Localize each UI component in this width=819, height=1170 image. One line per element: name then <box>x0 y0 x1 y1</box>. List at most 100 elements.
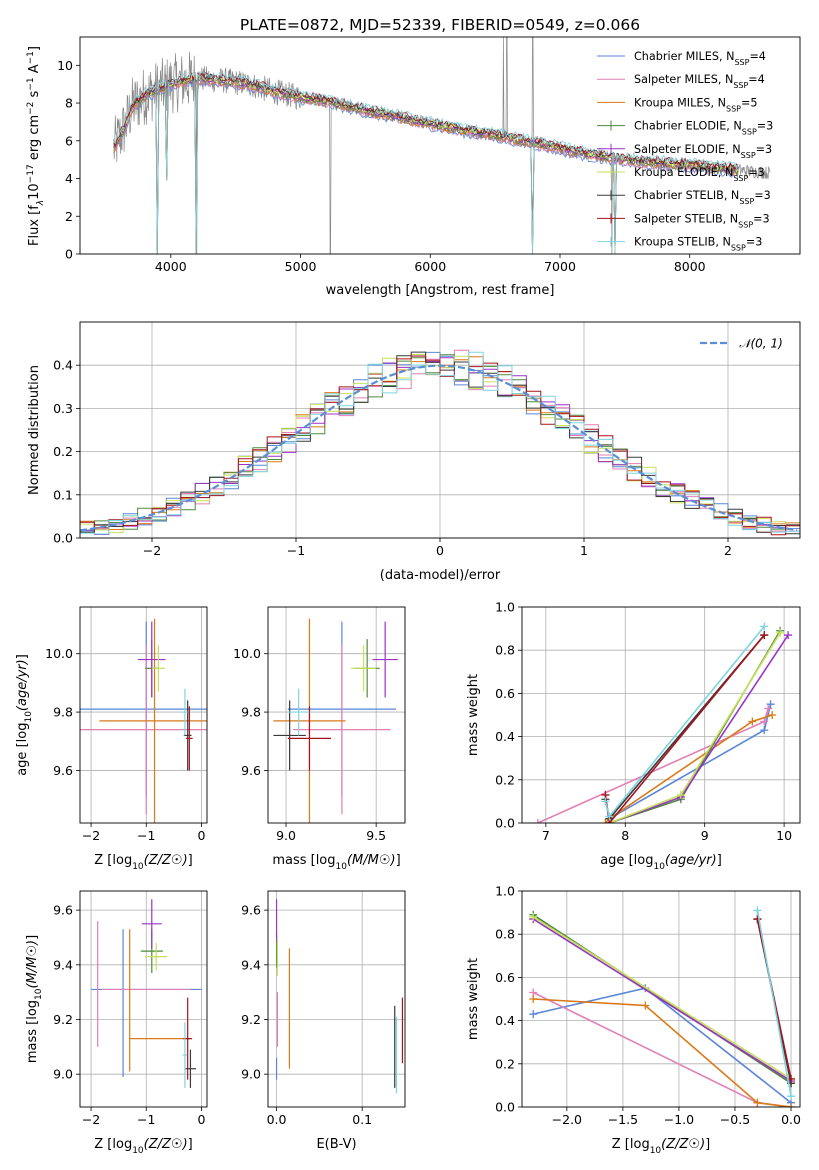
y-tick-label: 9.2 <box>241 1012 261 1027</box>
y-tick-label: 9.6 <box>53 903 73 918</box>
axes-frame <box>79 606 208 824</box>
y-tick-label: 0.6 <box>495 970 515 985</box>
plot-area <box>529 906 796 1107</box>
x-axis-label: age [log10(age/yr)] <box>600 853 722 872</box>
spectrum-legend: Chabrier MILES, NSSP=4 Salpeter MILES, NS… <box>597 50 773 252</box>
x-axis-label: Z [log10(Z/Z☉)] <box>94 853 192 872</box>
plus-marker <box>753 906 762 915</box>
legend-entry-chabrier-miles: Chabrier MILES, NSSP=4 <box>634 50 766 67</box>
weight-line <box>533 998 792 1107</box>
plot-area <box>273 618 398 823</box>
errorbar-kroupa-stelib <box>182 1022 188 1088</box>
y-axis-label: mass weight <box>466 958 481 1040</box>
x-tick-label: 4000 <box>155 259 187 274</box>
y-tick-label: 0.4 <box>495 729 515 744</box>
mass-vs-extinction-panel: 0.0 0.1 9.0 9.2 9.4 9.6 E(B-V) <box>241 890 406 1152</box>
weight-line <box>532 991 792 1107</box>
y-tick-label: 0.8 <box>495 643 515 658</box>
axes-frame <box>267 606 406 824</box>
x-tick-label: −2 <box>82 1112 100 1127</box>
x-tick-label: 0.0 <box>267 1112 287 1127</box>
model-spectrum-kroupa-elodie <box>113 74 739 251</box>
weight-line <box>532 916 792 1080</box>
weight-vs-age-panel: 7 8 9 10 0.0 0.2 0.4 0.6 0.8 1.0 age [log10(age/yr… <box>466 600 801 872</box>
y-tick-label: 0.4 <box>495 1013 515 1028</box>
plus-marker <box>784 631 793 640</box>
y-tick-label: 0.3 <box>53 401 73 416</box>
legend-entry-kroupa-miles: Kroupa MILES, NSSP=5 <box>634 96 757 113</box>
x-axis-label: wavelength [Angstrom, rest frame] <box>326 283 555 298</box>
x-tick-label: 8 <box>621 828 629 843</box>
x-tick-label: 7000 <box>544 259 576 274</box>
x-tick-label: 9 <box>701 828 709 843</box>
axes-frame <box>79 36 801 255</box>
plus-marker <box>641 1001 650 1010</box>
errorbar-chabrier-stelib <box>273 700 306 771</box>
weight-line <box>604 714 773 823</box>
y-tick-label: 2 <box>65 209 73 224</box>
y-tick-label: 0 <box>65 247 73 262</box>
x-axis-label: E(B-V) <box>316 1137 356 1152</box>
weight-line-kroupa-elodie <box>605 628 785 823</box>
y-axis-label: age [log10(age/yr)] <box>15 654 34 776</box>
errorbar-salpeter-elodie <box>372 621 398 698</box>
x-tick-label: 10 <box>776 828 792 843</box>
model-spectrum-kroupa-stelib <box>113 71 739 254</box>
x-tick-label: −1 <box>287 543 305 558</box>
y-tick-label: 0.2 <box>495 1056 515 1071</box>
axes-frame <box>79 890 208 1108</box>
x-tick-label: −1.0 <box>664 1112 694 1127</box>
y-tick-label: 0.4 <box>53 358 73 373</box>
x-tick-label: −0.5 <box>720 1112 750 1127</box>
y-axis-label: Normed distribution <box>27 365 42 495</box>
x-tick-label: 0.1 <box>352 1112 372 1127</box>
y-tick-label: 10.0 <box>45 646 73 661</box>
weight-line <box>533 987 792 1104</box>
plus-marker <box>760 622 769 631</box>
weight-line-kroupa-stelib <box>753 906 796 1101</box>
legend-entry-salpeter-miles: Salpeter MILES, NSSP=4 <box>634 73 765 90</box>
age-vs-metallicity-panel: −2 −1 0 9.6 9.8 10.0 Z [log10(Z/Z☉)] age [log10… <box>15 606 208 872</box>
plus-marker <box>776 628 785 637</box>
x-tick-label: −1 <box>137 1112 155 1127</box>
weight-line-kroupa-stelib <box>601 622 769 821</box>
legend-entry-salpeter-elodie: Salpeter ELODIE, NSSP=3 <box>634 143 772 160</box>
x-tick-label: 9.5 <box>366 828 386 843</box>
errorbar-salpeter-stelib <box>287 706 332 771</box>
errorbar-salpeter-miles <box>80 644 207 815</box>
x-tick-label: 0 <box>198 1112 206 1127</box>
y-tick-label: 0.2 <box>53 444 73 459</box>
y-tick-label: 4 <box>65 171 73 186</box>
y-tick-label: 0.1 <box>53 487 73 502</box>
residuals-panel: −2 −1 0 1 2 0.0 0.1 0.2 0.3 0.4 𝒩(0, 1) (data-model… <box>27 321 801 583</box>
errorbar-kroupa-elodie <box>145 942 168 971</box>
y-tick-label: 0.6 <box>495 686 515 701</box>
weight-line <box>609 632 781 823</box>
plot-area <box>80 349 800 538</box>
residuals-legend: 𝒩(0, 1) <box>700 337 783 351</box>
plus-marker <box>760 631 769 640</box>
x-tick-label: 0.0 <box>781 1112 801 1127</box>
x-tick-label: −2.0 <box>552 1112 582 1127</box>
plus-marker <box>748 717 757 726</box>
plus-marker <box>787 1103 796 1107</box>
x-axis-label: mass [log10(M/M☉)] <box>272 853 400 872</box>
y-tick-label: 0.0 <box>53 531 73 546</box>
legend-entry-gauss: 𝒩(0, 1) <box>739 337 783 351</box>
y-tick-label: 9.6 <box>241 903 261 918</box>
y-tick-label: 9.0 <box>53 1067 73 1082</box>
plus-marker <box>529 912 538 921</box>
errorbar-salpeter-elodie <box>137 621 166 698</box>
plus-marker <box>764 704 773 713</box>
y-tick-label: 9.8 <box>53 705 73 720</box>
errorbar-chabrier-stelib <box>184 1049 196 1088</box>
y-axis-label: Flux [fλ10−17 erg cm−2 s−1 A−1] <box>26 46 46 246</box>
y-tick-label: 9.6 <box>241 763 261 778</box>
x-tick-label: 1 <box>580 543 588 558</box>
plus-marker <box>529 1010 538 1019</box>
y-tick-label: 9.0 <box>241 1067 261 1082</box>
axes-frame <box>79 321 801 539</box>
y-tick-label: 9.4 <box>53 957 73 972</box>
y-tick-label: 9.8 <box>241 705 261 720</box>
plus-marker <box>768 711 777 719</box>
